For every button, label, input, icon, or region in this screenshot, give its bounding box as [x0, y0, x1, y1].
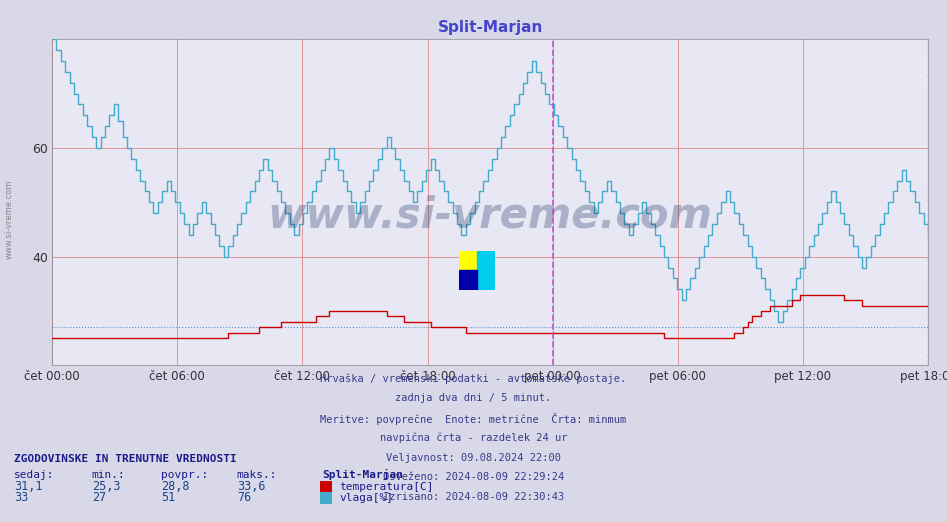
Bar: [477, 251, 495, 290]
Text: www.si-vreme.com: www.si-vreme.com: [5, 180, 14, 259]
Text: Split-Marjan: Split-Marjan: [322, 469, 403, 480]
Text: sedaj:: sedaj:: [14, 470, 55, 480]
Text: Veljavnost: 09.08.2024 22:00: Veljavnost: 09.08.2024 22:00: [386, 453, 561, 462]
Text: ZGODOVINSKE IN TRENUTNE VREDNOSTI: ZGODOVINSKE IN TRENUTNE VREDNOSTI: [14, 454, 237, 464]
Text: 33: 33: [14, 491, 28, 504]
Text: 33,6: 33,6: [237, 480, 265, 493]
Bar: [459, 251, 477, 270]
Text: 25,3: 25,3: [92, 480, 120, 493]
Text: Hrvaška / vremenski podatki - avtomatske postaje.: Hrvaška / vremenski podatki - avtomatske…: [320, 373, 627, 384]
Text: min.:: min.:: [92, 470, 126, 480]
Text: Meritve: povprečne  Enote: metrične  Črta: minmum: Meritve: povprečne Enote: metrične Črta:…: [320, 413, 627, 425]
Text: 27: 27: [92, 491, 106, 504]
Text: temperatura[C]: temperatura[C]: [339, 482, 434, 492]
Text: Izrisano: 2024-08-09 22:30:43: Izrisano: 2024-08-09 22:30:43: [383, 492, 564, 502]
Text: 28,8: 28,8: [161, 480, 189, 493]
Text: 31,1: 31,1: [14, 480, 43, 493]
Text: navpična črta - razdelek 24 ur: navpična črta - razdelek 24 ur: [380, 433, 567, 443]
Bar: [459, 270, 477, 290]
Text: povpr.:: povpr.:: [161, 470, 208, 480]
Text: Osveženo: 2024-08-09 22:29:24: Osveženo: 2024-08-09 22:29:24: [383, 472, 564, 482]
Text: 51: 51: [161, 491, 175, 504]
Text: www.si-vreme.com: www.si-vreme.com: [268, 194, 712, 236]
Text: maks.:: maks.:: [237, 470, 277, 480]
Text: 76: 76: [237, 491, 251, 504]
Text: zadnja dva dni / 5 minut.: zadnja dva dni / 5 minut.: [396, 393, 551, 403]
Title: Split-Marjan: Split-Marjan: [438, 20, 543, 35]
Text: vlaga[%]: vlaga[%]: [339, 493, 393, 503]
